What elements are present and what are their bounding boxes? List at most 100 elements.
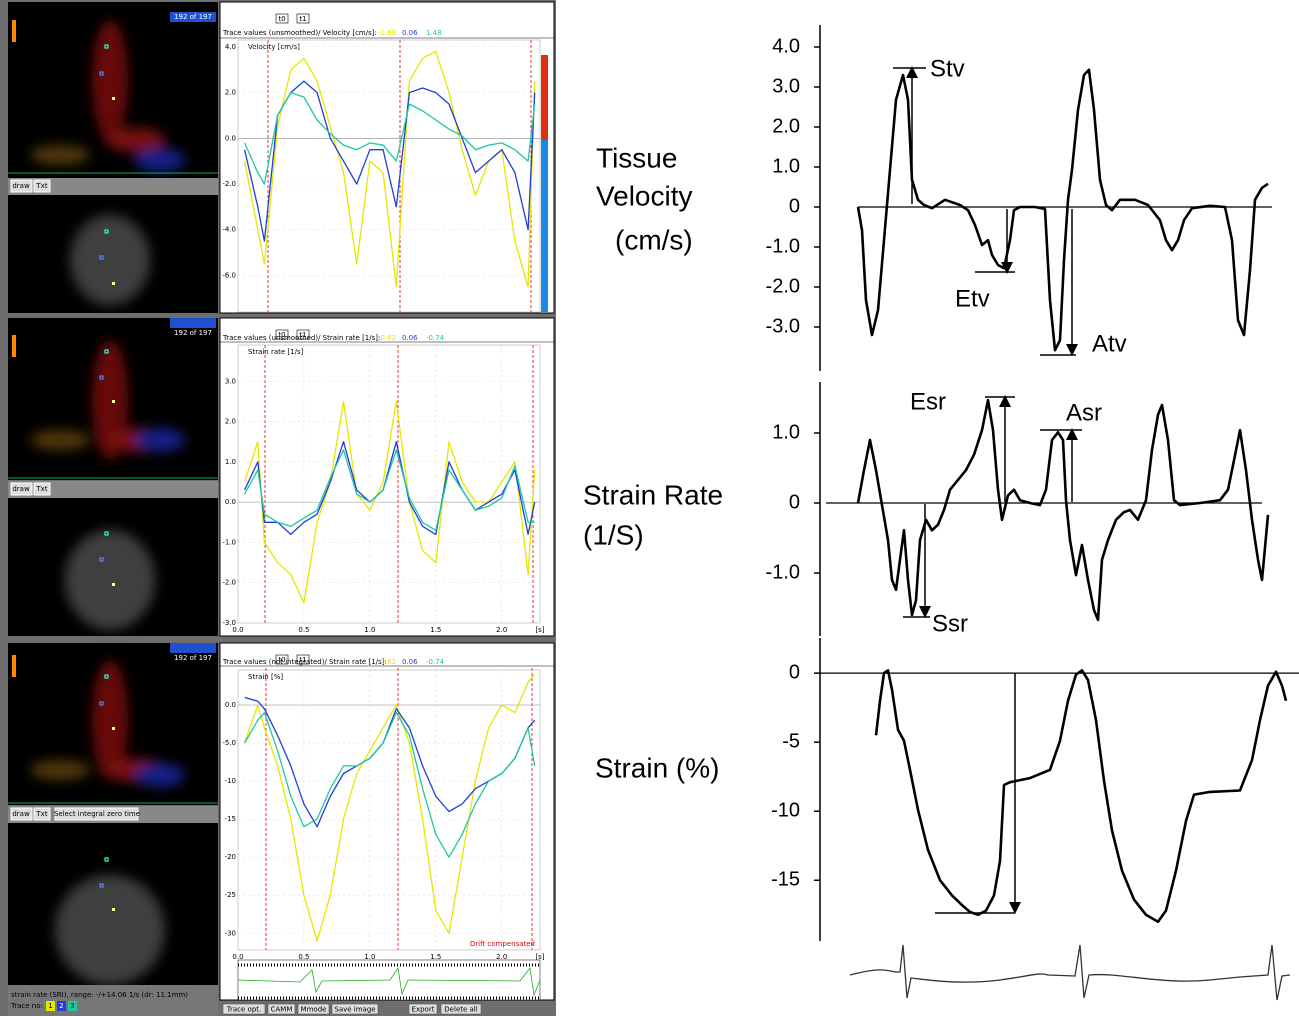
readout: -0.74 xyxy=(426,334,445,342)
footer-text: strain rate (SRI), range: -/+14.06 1/s (… xyxy=(11,991,188,999)
y-tick-label: 0 xyxy=(789,661,800,683)
y-axis-label: Strain Rate xyxy=(583,479,723,510)
y-tick-label: -10 xyxy=(771,799,800,821)
trace-number: 2 xyxy=(59,1002,63,1010)
button[interactable] xyxy=(33,179,51,193)
data-line xyxy=(244,711,536,858)
button[interactable] xyxy=(10,482,33,496)
button[interactable] xyxy=(440,1003,482,1015)
button[interactable] xyxy=(222,1003,266,1015)
x-tick-label: 0.5 xyxy=(298,626,309,634)
data-line xyxy=(856,68,1269,352)
annotation: Ssr xyxy=(932,610,968,637)
y-tick-label: -1.0 xyxy=(766,561,800,583)
annotation: Atv xyxy=(1092,330,1127,357)
button[interactable] xyxy=(33,807,51,821)
y-axis-label: Tissue xyxy=(596,142,677,173)
y-tick-label: 2.0 xyxy=(772,115,800,137)
readout: 1.48 xyxy=(426,29,442,37)
y-tick-label: -2.0 xyxy=(222,180,236,188)
readout: 0.06 xyxy=(402,29,418,37)
toolbar-box[interactable] xyxy=(275,13,289,24)
button[interactable] xyxy=(408,1003,438,1015)
trace-box xyxy=(46,1001,55,1011)
annotation: Esr xyxy=(910,388,946,415)
y-tick-label: -1.0 xyxy=(222,538,236,546)
trace-box xyxy=(57,1001,66,1011)
toolbar-box[interactable] xyxy=(296,654,310,665)
button-label: Delete all xyxy=(444,1006,477,1014)
y-tick-label: 2.0 xyxy=(225,418,236,426)
y-tick-label: -5.0 xyxy=(222,739,236,747)
toolbar-label: t1 xyxy=(299,656,306,664)
x-tick-label: 1.5 xyxy=(430,953,441,961)
x-tick-label: 0.5 xyxy=(298,953,309,961)
y-tick-label: 4.0 xyxy=(225,43,236,51)
trace-box xyxy=(68,1001,77,1011)
trace-number: 3 xyxy=(70,1002,74,1010)
data-line xyxy=(856,398,1270,622)
toolbar-box[interactable] xyxy=(275,329,289,340)
y-tick-label: 3.0 xyxy=(772,75,800,97)
readout: -0.62 xyxy=(378,334,396,342)
toolbar-box[interactable] xyxy=(296,13,310,24)
button[interactable] xyxy=(10,179,33,193)
x-tick-label: 2.0 xyxy=(496,626,507,634)
readout: -0.74 xyxy=(426,658,445,666)
button[interactable] xyxy=(54,807,139,821)
button-label: Trace opt. xyxy=(226,1006,262,1014)
readout: 0.06 xyxy=(402,658,418,666)
annotation: Etv xyxy=(955,285,990,312)
y-tick-label: 0.0 xyxy=(225,498,236,506)
button[interactable] xyxy=(331,1003,379,1015)
y-tick-label: 0 xyxy=(789,195,800,217)
y-tick-label: 0.0 xyxy=(225,701,236,709)
annotation: Drift compensated xyxy=(470,940,535,948)
readout: -1.69 xyxy=(378,29,396,37)
frame-counter: 192 of 197 xyxy=(174,329,212,337)
button-label: Save image xyxy=(334,1006,375,1014)
button-label: draw xyxy=(12,182,30,190)
y-tick-label: -30 xyxy=(225,929,236,937)
button-label: Mmode xyxy=(301,1006,327,1014)
y-axis-label: Strain rate [1/s] xyxy=(248,348,304,356)
y-tick-label: -20 xyxy=(225,853,236,861)
button-label: Select integral zero time xyxy=(54,810,140,818)
y-tick-label: -25 xyxy=(225,891,236,899)
data-line xyxy=(874,669,1288,923)
x-tick-label: 1.0 xyxy=(364,626,375,634)
y-tick-label: -3.0 xyxy=(766,315,800,337)
toolbar-label: t0 xyxy=(278,331,285,339)
panel-header: Trace values (unsmoothed)/ Strain rate [… xyxy=(222,334,380,342)
y-tick-label: 1.0 xyxy=(772,421,800,443)
x-tick-label: 1.0 xyxy=(364,953,375,961)
plot-frame xyxy=(237,39,541,313)
x-tick-label: 1.5 xyxy=(430,626,441,634)
y-tick-label: -2.0 xyxy=(222,579,236,587)
readout: 0.06 xyxy=(402,334,418,342)
button[interactable] xyxy=(10,807,33,821)
button-label: Txt xyxy=(35,485,47,493)
annotation: Asr xyxy=(1066,399,1102,426)
button-label: draw xyxy=(12,810,30,818)
panel-header: Trace values (not integrated)/ Strain ra… xyxy=(222,658,387,666)
y-axis-label: Velocity xyxy=(596,180,693,211)
x-unit: [s] xyxy=(535,953,544,961)
toolbar-box[interactable] xyxy=(296,329,310,340)
ecg-trace xyxy=(849,944,1291,1001)
trace-number: 1 xyxy=(48,1002,52,1010)
button-label: draw xyxy=(12,485,30,493)
toolbar-box[interactable] xyxy=(275,654,289,665)
data-line xyxy=(244,441,536,536)
y-tick-label: -5 xyxy=(782,730,800,752)
x-tick-label: 0.0 xyxy=(232,626,243,634)
y-tick-label: -15 xyxy=(771,869,800,891)
button[interactable] xyxy=(267,1003,296,1015)
panel-header: Trace values (unsmoothed)/ Velocity [cm/… xyxy=(222,29,377,37)
y-tick-label: -6.0 xyxy=(222,271,236,279)
x-unit: [s] xyxy=(535,626,544,634)
button[interactable] xyxy=(33,482,51,496)
data-line xyxy=(244,91,536,185)
button[interactable] xyxy=(297,1003,330,1015)
